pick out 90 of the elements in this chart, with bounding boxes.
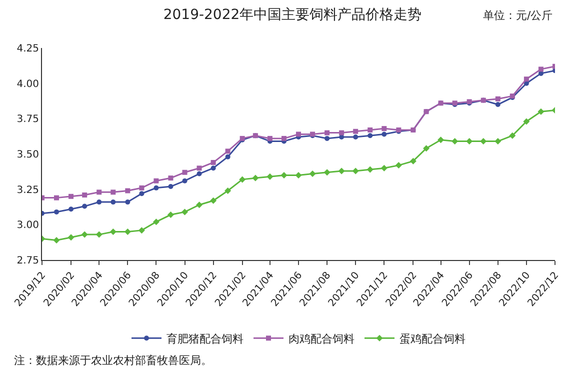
point <box>380 164 388 172</box>
chart-title: 2019-2022年中国主要饲料产品价格走势 <box>163 7 422 24</box>
point <box>495 96 500 102</box>
point <box>210 166 216 171</box>
point <box>295 172 302 178</box>
y-tick-label: 2.75 <box>16 256 39 266</box>
point <box>68 194 74 199</box>
point <box>280 172 288 178</box>
point <box>324 130 330 136</box>
point <box>96 231 102 238</box>
point <box>452 138 458 145</box>
point <box>267 136 272 141</box>
y-tick-label: 3.75 <box>16 114 39 126</box>
point <box>196 166 202 171</box>
point <box>252 174 259 182</box>
point <box>352 168 359 174</box>
point <box>368 127 373 132</box>
point <box>353 134 358 140</box>
point <box>154 178 159 184</box>
point <box>281 136 286 141</box>
text: 单位：元/公斤 <box>483 9 553 22</box>
point <box>423 145 430 152</box>
text: 注：数据来源于农业农村部畜牧兽医局。 <box>14 354 212 367</box>
point <box>466 138 473 145</box>
point <box>523 118 530 125</box>
point <box>154 185 159 190</box>
point <box>339 130 344 136</box>
point <box>182 170 188 175</box>
point <box>110 228 116 235</box>
point <box>382 126 387 132</box>
y-tick-label: 4.25 <box>16 44 39 54</box>
legend-label: 蛋鸡配合饲料 <box>400 332 466 346</box>
point <box>196 171 202 176</box>
point <box>224 188 232 194</box>
point <box>324 136 330 141</box>
point <box>296 132 301 137</box>
legend-label: 育肥猪配合饲料 <box>166 332 244 346</box>
point <box>225 154 230 160</box>
point <box>168 184 174 190</box>
point <box>509 132 516 139</box>
point <box>324 169 330 176</box>
point <box>338 168 345 174</box>
point <box>81 231 88 238</box>
point <box>139 191 144 196</box>
point <box>438 136 444 144</box>
point <box>538 66 544 72</box>
point <box>382 132 387 137</box>
point <box>110 200 116 205</box>
point <box>125 188 130 194</box>
point <box>68 234 74 241</box>
point <box>210 197 217 204</box>
point <box>524 76 529 82</box>
point <box>239 176 246 183</box>
point <box>124 228 131 235</box>
point <box>410 158 416 164</box>
y-tick-label: 3.00 <box>16 220 39 232</box>
point <box>368 133 373 138</box>
point <box>210 160 216 165</box>
point <box>196 202 203 208</box>
point <box>266 173 274 180</box>
point <box>82 204 88 209</box>
point <box>168 176 174 181</box>
point <box>538 108 544 115</box>
point <box>53 236 60 244</box>
point <box>395 162 402 169</box>
point <box>309 170 316 178</box>
point <box>353 128 358 134</box>
point <box>54 209 60 214</box>
point <box>182 178 188 184</box>
point <box>494 138 502 145</box>
point <box>68 206 74 212</box>
point <box>495 102 500 108</box>
y-tick-label: 3.25 <box>16 184 39 196</box>
point <box>225 148 230 154</box>
point <box>82 192 88 198</box>
y-tick-label: 3.50 <box>16 150 39 160</box>
point <box>96 190 102 195</box>
point <box>96 200 102 205</box>
point <box>366 166 374 173</box>
point <box>152 218 160 226</box>
point <box>138 227 145 234</box>
point <box>54 195 60 200</box>
y-tick-label: 4.00 <box>16 78 39 90</box>
point <box>182 208 188 216</box>
point <box>110 190 116 195</box>
point <box>167 212 174 218</box>
point <box>139 185 144 190</box>
legend-label: 肉鸡配合饲料 <box>288 332 354 346</box>
point <box>125 200 130 205</box>
point <box>480 138 487 145</box>
